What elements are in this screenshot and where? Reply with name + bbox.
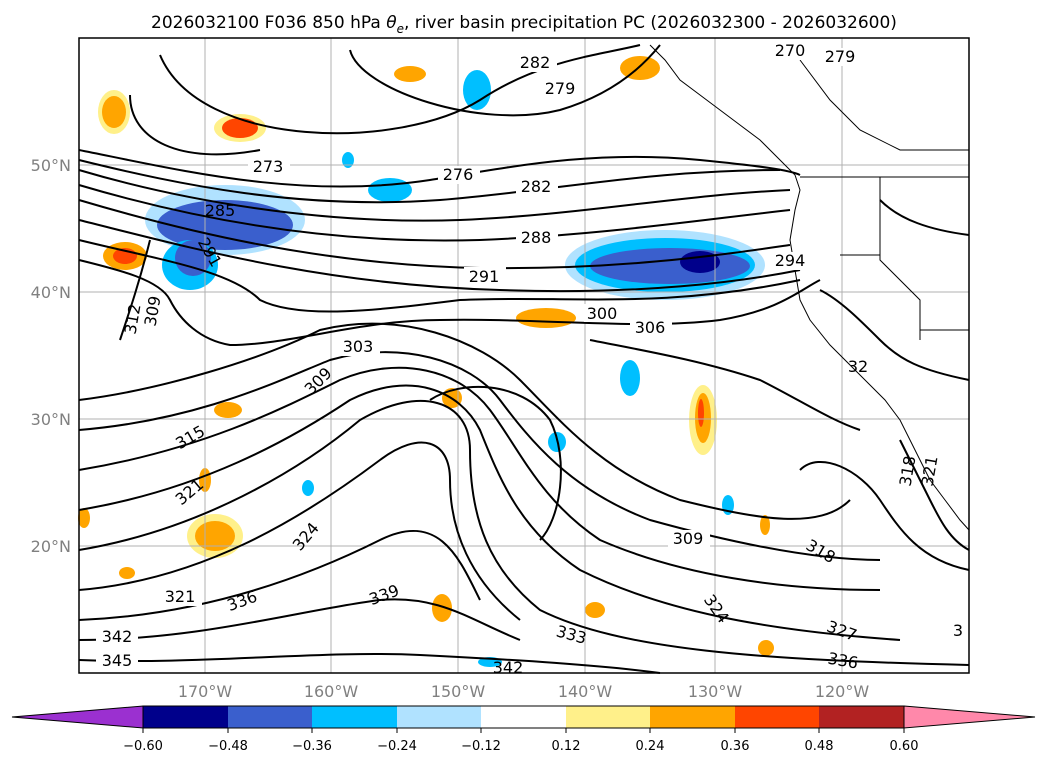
positive-anomaly-area <box>760 515 770 535</box>
negative-anomaly-area <box>368 178 412 202</box>
theta-e-contours <box>78 44 970 674</box>
colorbar-segment <box>650 706 735 728</box>
positive-anomaly-area <box>119 567 135 579</box>
lon-label: 160°W <box>304 682 359 701</box>
colorbar-tick: 0.12 <box>552 739 581 754</box>
colorbar-tick: 0.24 <box>636 739 665 754</box>
colorbar-tick: −0.48 <box>208 739 248 754</box>
colorbar-segment <box>228 706 312 728</box>
contour-label: 270 <box>775 41 806 60</box>
contour-label: 342 <box>493 658 524 677</box>
positive-anomaly-area <box>585 602 605 618</box>
contour-label: 285 <box>205 201 236 220</box>
positive-anomaly-area <box>698 399 704 427</box>
contour-label: 279 <box>545 79 576 98</box>
contour-label: 342 <box>102 627 133 646</box>
contour-label: 294 <box>775 251 806 270</box>
positive-anomaly-area <box>78 508 90 528</box>
colorbar-segment <box>566 706 650 728</box>
latitude-labels: 50°N 40°N 30°N 20°N <box>31 156 71 556</box>
coastline <box>649 44 970 531</box>
colorbar-tick: 0.60 <box>890 739 919 754</box>
colorbar: −0.60 −0.48 −0.36 −0.24 −0.12 0.12 0.24 … <box>11 705 1036 754</box>
contour-label: 306 <box>635 318 666 337</box>
lon-label: 150°W <box>431 682 486 701</box>
negative-anomaly-area <box>463 70 491 110</box>
colorbar-segment <box>143 706 228 728</box>
negative-anomaly-area <box>302 480 314 496</box>
colorbar-segment <box>397 706 481 728</box>
colorbar-segment <box>735 706 819 728</box>
contour-label: 303 <box>343 337 374 356</box>
contour-label: 282 <box>520 53 551 72</box>
contour-label: 321 <box>165 587 196 606</box>
contour-label: 273 <box>253 157 284 176</box>
lon-label: 140°W <box>558 682 613 701</box>
lat-label: 50°N <box>31 156 71 175</box>
contour-label: 300 <box>587 304 618 323</box>
colorbar-tick: −0.12 <box>461 739 501 754</box>
negative-anomaly-area <box>342 152 354 168</box>
positive-anomaly-area <box>516 308 576 328</box>
colorbar-tick: −0.60 <box>123 739 163 754</box>
colorbar-tick: 0.36 <box>721 739 750 754</box>
colorbar-segment <box>312 706 397 728</box>
positive-anomaly-area <box>620 56 660 80</box>
contour-label: 291 <box>469 267 500 286</box>
contour-labels: 282 279 276 273 270 279 282 288 285 291 … <box>96 41 963 677</box>
contour-label: 288 <box>521 228 552 247</box>
colorbar-extend-min <box>11 705 144 729</box>
positive-anomaly-area <box>394 66 426 82</box>
negative-anomaly-area <box>620 360 640 396</box>
contour-label: 279 <box>825 47 856 66</box>
colorbar-extend-max <box>903 705 1036 729</box>
lon-label: 120°W <box>815 682 870 701</box>
lon-label: 130°W <box>688 682 743 701</box>
colorbar-tick: −0.36 <box>292 739 332 754</box>
map-background <box>79 38 969 673</box>
lat-label: 40°N <box>31 283 71 302</box>
contour-label: 32 <box>848 357 868 376</box>
longitude-labels: 170°W 160°W 150°W 140°W 130°W 120°W <box>178 682 870 701</box>
lon-label: 170°W <box>178 682 233 701</box>
colorbar-tick: 0.48 <box>805 739 834 754</box>
figure-title: 2026032100 F036 850 hPa θe, river basin … <box>151 13 897 36</box>
positive-anomaly-area <box>214 402 242 418</box>
contour-label: 345 <box>102 651 133 670</box>
lat-label: 20°N <box>31 537 71 556</box>
colorbar-segment <box>819 706 904 728</box>
colorbar-segment <box>481 706 566 728</box>
positive-anomaly-area <box>758 640 774 656</box>
contour-label: 276 <box>443 165 474 184</box>
contour-label: 309 <box>673 529 704 548</box>
lat-label: 30°N <box>31 410 71 429</box>
positive-anomaly-area <box>222 118 258 138</box>
contour-label: 3 <box>953 621 963 640</box>
map-frame <box>78 37 970 674</box>
colorbar-tick: −0.24 <box>377 739 417 754</box>
positive-anomaly-area <box>432 594 452 622</box>
positive-anomaly-area <box>102 96 126 128</box>
contour-label: 282 <box>521 177 552 196</box>
